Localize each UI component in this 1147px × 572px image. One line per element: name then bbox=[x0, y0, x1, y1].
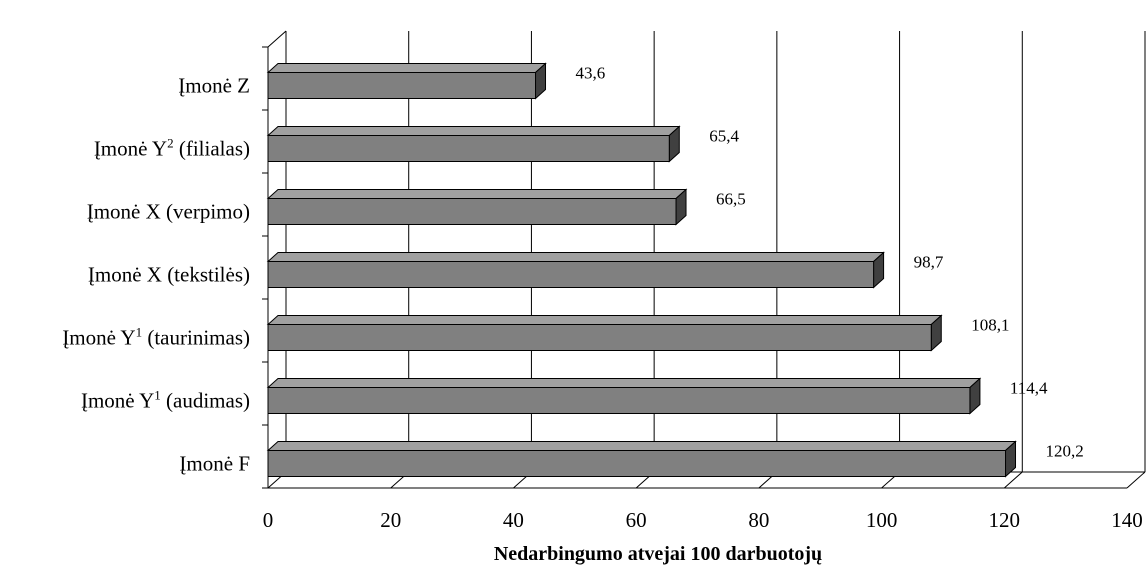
x-tick-label: 100 bbox=[866, 508, 898, 532]
category-label: Įmonė X (tekstilės) bbox=[88, 263, 250, 287]
x-tick-label: 20 bbox=[380, 508, 401, 532]
category-label: Įmonė Z bbox=[178, 74, 250, 98]
bar bbox=[267, 324, 932, 351]
x-tick-label: 0 bbox=[263, 508, 274, 532]
category-label: Įmonė Y1 (taurinimas) bbox=[62, 325, 250, 350]
value-label: 65,4 bbox=[709, 127, 739, 146]
value-label: 120,2 bbox=[1046, 442, 1084, 461]
floor-gridline bbox=[1126, 471, 1146, 489]
x-tick-label: 80 bbox=[748, 508, 769, 532]
bar-top bbox=[266, 126, 681, 136]
labels-layer: 43,6 Įmonė Z 65,4 Įmonė Y2 (filialas) 66,5 Įm… bbox=[62, 64, 1142, 533]
value-label: 98,7 bbox=[914, 253, 944, 272]
x-tick-label: 140 bbox=[1111, 508, 1143, 532]
bar bbox=[267, 450, 1007, 477]
x-axis-title: Nedarbingumo atvejai 100 darbuotojų bbox=[494, 543, 822, 565]
bar-top bbox=[266, 378, 982, 388]
bar-top bbox=[266, 252, 885, 262]
bars-layer bbox=[266, 62, 1017, 478]
bar-top bbox=[266, 63, 547, 73]
value-label: 66,5 bbox=[716, 190, 746, 209]
value-label: 114,4 bbox=[1010, 379, 1048, 398]
bar bbox=[267, 72, 537, 99]
category-label: Įmonė Y2 (filialas) bbox=[94, 136, 250, 161]
bar bbox=[267, 387, 971, 414]
category-label: Įmonė X (verpimo) bbox=[87, 200, 250, 224]
bar bbox=[267, 261, 875, 288]
value-label: 108,1 bbox=[971, 316, 1009, 335]
bar-top bbox=[266, 441, 1017, 451]
grid-layer bbox=[262, 30, 1146, 489]
bar bbox=[267, 135, 670, 162]
value-label: 43,6 bbox=[576, 64, 606, 83]
x-tick-label: 40 bbox=[503, 508, 524, 532]
floor-gridline bbox=[1003, 471, 1023, 489]
x-tick-label: 60 bbox=[626, 508, 647, 532]
category-label: Įmonė Y1 (audimas) bbox=[81, 388, 250, 413]
bar-top bbox=[266, 315, 943, 325]
y-axis-top-edge bbox=[267, 30, 287, 48]
bar-top bbox=[266, 189, 688, 199]
bar bbox=[267, 198, 677, 225]
x-tick-label: 120 bbox=[989, 508, 1021, 532]
category-label: Įmonė F bbox=[179, 452, 250, 476]
